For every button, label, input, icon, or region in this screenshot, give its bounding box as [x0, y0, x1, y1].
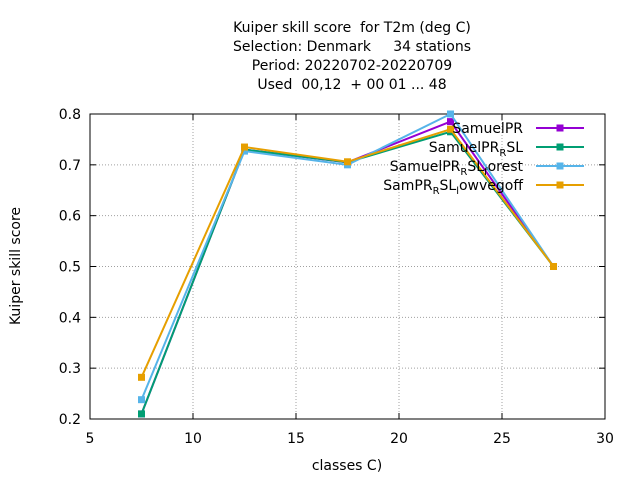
y-tick-label: 0.8	[59, 107, 81, 123]
x-tick-label: 25	[493, 431, 511, 447]
legend-marker-3	[556, 181, 564, 189]
y-tick-label: 0.7	[59, 158, 81, 174]
x-tick-label: 5	[86, 431, 95, 447]
y-axis-label: Kuiper skill score	[8, 207, 24, 325]
x-axis-label: classes C)	[312, 458, 382, 474]
title-line: Used 00,12 + 00 01 ... 48	[257, 77, 446, 93]
legend-label-3: SamPRRSLlowvegoff	[383, 178, 523, 197]
series-point-2	[447, 110, 454, 118]
legend: SamuelPR SamuelPRRSLSamuelPRRSLforestSamP…	[383, 121, 584, 197]
y-tick-label: 0.2	[59, 412, 81, 428]
y-tick-label: 0.4	[59, 310, 81, 326]
x-tick-label: 15	[287, 431, 305, 447]
series-point-0	[447, 118, 454, 126]
y-tick-label: 0.3	[59, 361, 81, 377]
series-point-3	[241, 143, 248, 151]
legend-label-0: SamuelPR	[452, 121, 523, 137]
chart-title: Kuiper skill score for T2m (deg C) Select…	[233, 20, 471, 93]
series-point-3	[344, 158, 351, 166]
legend-label-2: SamuelPRRSLforest	[390, 159, 524, 178]
legend-label-1: SamuelPRRSL	[429, 140, 523, 159]
series-group	[138, 110, 557, 418]
x-tick-label: 30	[596, 431, 614, 447]
legend-marker-2	[556, 162, 564, 170]
x-tick-label: 20	[390, 431, 408, 447]
series-point-3	[550, 263, 557, 270]
series-point-3	[447, 125, 454, 133]
y-tick-label: 0.6	[59, 209, 81, 225]
title-line: Selection: Denmark 34 stations	[233, 39, 471, 55]
title-line: Kuiper skill score for T2m (deg C)	[233, 20, 471, 36]
title-line: Period: 20220702-20220709	[252, 58, 452, 74]
legend-marker-1	[556, 143, 564, 151]
series-point-1	[138, 410, 145, 418]
y-tick-label: 0.5	[59, 260, 81, 276]
legend-marker-0	[556, 124, 564, 132]
series-point-2	[138, 396, 145, 404]
series-point-3	[138, 373, 145, 381]
series-point-2	[241, 147, 248, 155]
x-tick-label: 10	[184, 431, 202, 447]
axis-ticks: 5 10 15 20 25 30 0.2 0.3 0.4 0.5 0.6 0.7 0.8	[59, 107, 614, 447]
